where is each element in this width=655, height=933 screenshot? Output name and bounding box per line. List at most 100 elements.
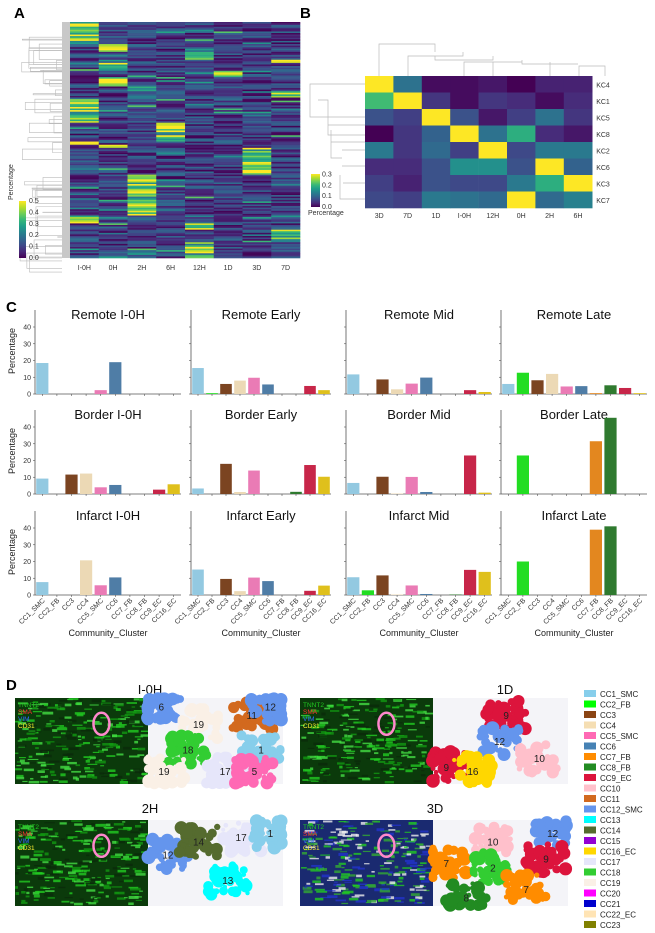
panel-label-a: A — [14, 5, 25, 22]
tissue-fiber — [339, 724, 344, 726]
cluster-region — [213, 888, 220, 895]
heatmap-cell — [127, 158, 157, 161]
heatmap-cell — [98, 188, 128, 191]
heatmap-cell — [70, 34, 100, 37]
heatmap-cell — [98, 195, 128, 197]
tissue-fiber — [140, 734, 149, 737]
tissue-fiber — [53, 879, 61, 883]
heatmap-cell — [242, 245, 272, 248]
heatmap-cell — [271, 91, 301, 94]
heatmap-cell — [213, 124, 243, 127]
heatmap-cell — [185, 206, 215, 208]
heatmap-cell — [185, 61, 215, 64]
cluster-region — [430, 766, 436, 772]
heatmap-cell — [185, 147, 215, 150]
tissue-fiber — [85, 882, 95, 885]
heatmap-cell — [127, 152, 157, 155]
tissue-fiber — [417, 855, 421, 858]
heatmap-cell — [185, 106, 215, 109]
heatmap-cell — [271, 114, 301, 117]
heatmap-cell — [213, 106, 243, 109]
heatmap-cell — [98, 70, 128, 73]
heatmap-cell — [156, 155, 186, 158]
heatmap-cell — [242, 240, 272, 243]
tissue-fiber — [32, 742, 40, 745]
tissue-fiber — [381, 896, 391, 899]
heatmap-cell — [271, 113, 301, 116]
heatmap-cell — [156, 193, 186, 196]
heatmap-cell — [242, 83, 272, 86]
heatmap-cell — [127, 39, 157, 42]
heatmap-cell — [70, 177, 100, 180]
tissue-fiber — [126, 772, 130, 776]
cluster-region — [260, 776, 274, 790]
tissue-fiber — [123, 826, 132, 830]
heatmap-cell — [70, 187, 100, 190]
tissue-fiber — [342, 714, 350, 717]
tissue-fiber — [374, 888, 381, 892]
heatmap-cell — [185, 28, 215, 31]
tissue-fiber — [66, 862, 78, 865]
heatmap-cell — [127, 144, 157, 147]
heatmap-cell — [156, 206, 186, 208]
heatmap-cell — [213, 173, 243, 175]
heatmap-cell — [213, 86, 243, 89]
tissue-fiber — [374, 752, 379, 755]
stain-label: CD31 — [303, 845, 320, 852]
heatmap-cell — [213, 229, 243, 232]
tissue-fiber — [334, 881, 338, 883]
heatmap-cell — [185, 128, 215, 131]
tissue-fiber — [91, 699, 102, 703]
heatmap-cell — [213, 209, 243, 212]
tissue-fiber — [49, 770, 55, 774]
tissue-fiber — [394, 897, 405, 900]
tissue-fiber — [404, 859, 415, 863]
tissue-fiber — [126, 711, 137, 714]
heatmap-cell — [156, 53, 186, 56]
tissue-fiber — [353, 885, 360, 888]
heatmap-cell — [242, 50, 272, 53]
heatmap-cell — [185, 158, 215, 161]
heatmap-cell — [70, 88, 100, 90]
colorbar-tick: 0.5 — [29, 198, 39, 205]
tissue-fiber — [311, 864, 322, 867]
heatmap-cell — [507, 191, 536, 209]
heatmap-cell — [98, 102, 128, 105]
facet-title: Infarct Mid — [389, 508, 450, 523]
heatmap-cell — [242, 61, 272, 64]
tissue-fiber — [30, 724, 38, 727]
panel-label-c: C — [6, 299, 17, 316]
cluster-region — [241, 833, 250, 842]
heatmap-cell — [185, 34, 215, 37]
heatmap-cell — [535, 158, 565, 176]
heatmap-cell — [98, 113, 128, 116]
tissue-fiber — [123, 855, 130, 859]
tissue-fiber — [397, 880, 403, 883]
cluster-region — [142, 693, 154, 705]
heatmap-cell — [563, 125, 593, 143]
heatmap-cell — [156, 81, 186, 84]
heatmap-cell — [271, 176, 301, 179]
cluster-region — [224, 844, 238, 858]
heatmap-cell — [70, 73, 100, 76]
heatmap-cell — [213, 33, 243, 35]
heatmap-cell — [156, 191, 186, 194]
heatmap-cell — [185, 36, 215, 39]
tissue-fiber — [361, 774, 369, 777]
heatmap-cell — [127, 23, 157, 26]
tissue-fiber — [353, 721, 364, 724]
tissue-fiber — [105, 877, 110, 880]
heatmap-cell — [70, 55, 100, 57]
heatmap-cell — [393, 125, 423, 143]
region-number: 12 — [162, 850, 174, 861]
heatmap-cell — [271, 132, 301, 135]
bar-CC3 — [376, 379, 389, 394]
heatmap-cell — [156, 160, 186, 163]
tissue-fiber — [396, 756, 408, 758]
tissue-fiber — [112, 734, 123, 738]
heatmap-cell — [70, 44, 100, 46]
heatmap-cell — [156, 171, 186, 174]
heatmap-cell — [271, 193, 301, 196]
cluster-region — [177, 715, 187, 725]
